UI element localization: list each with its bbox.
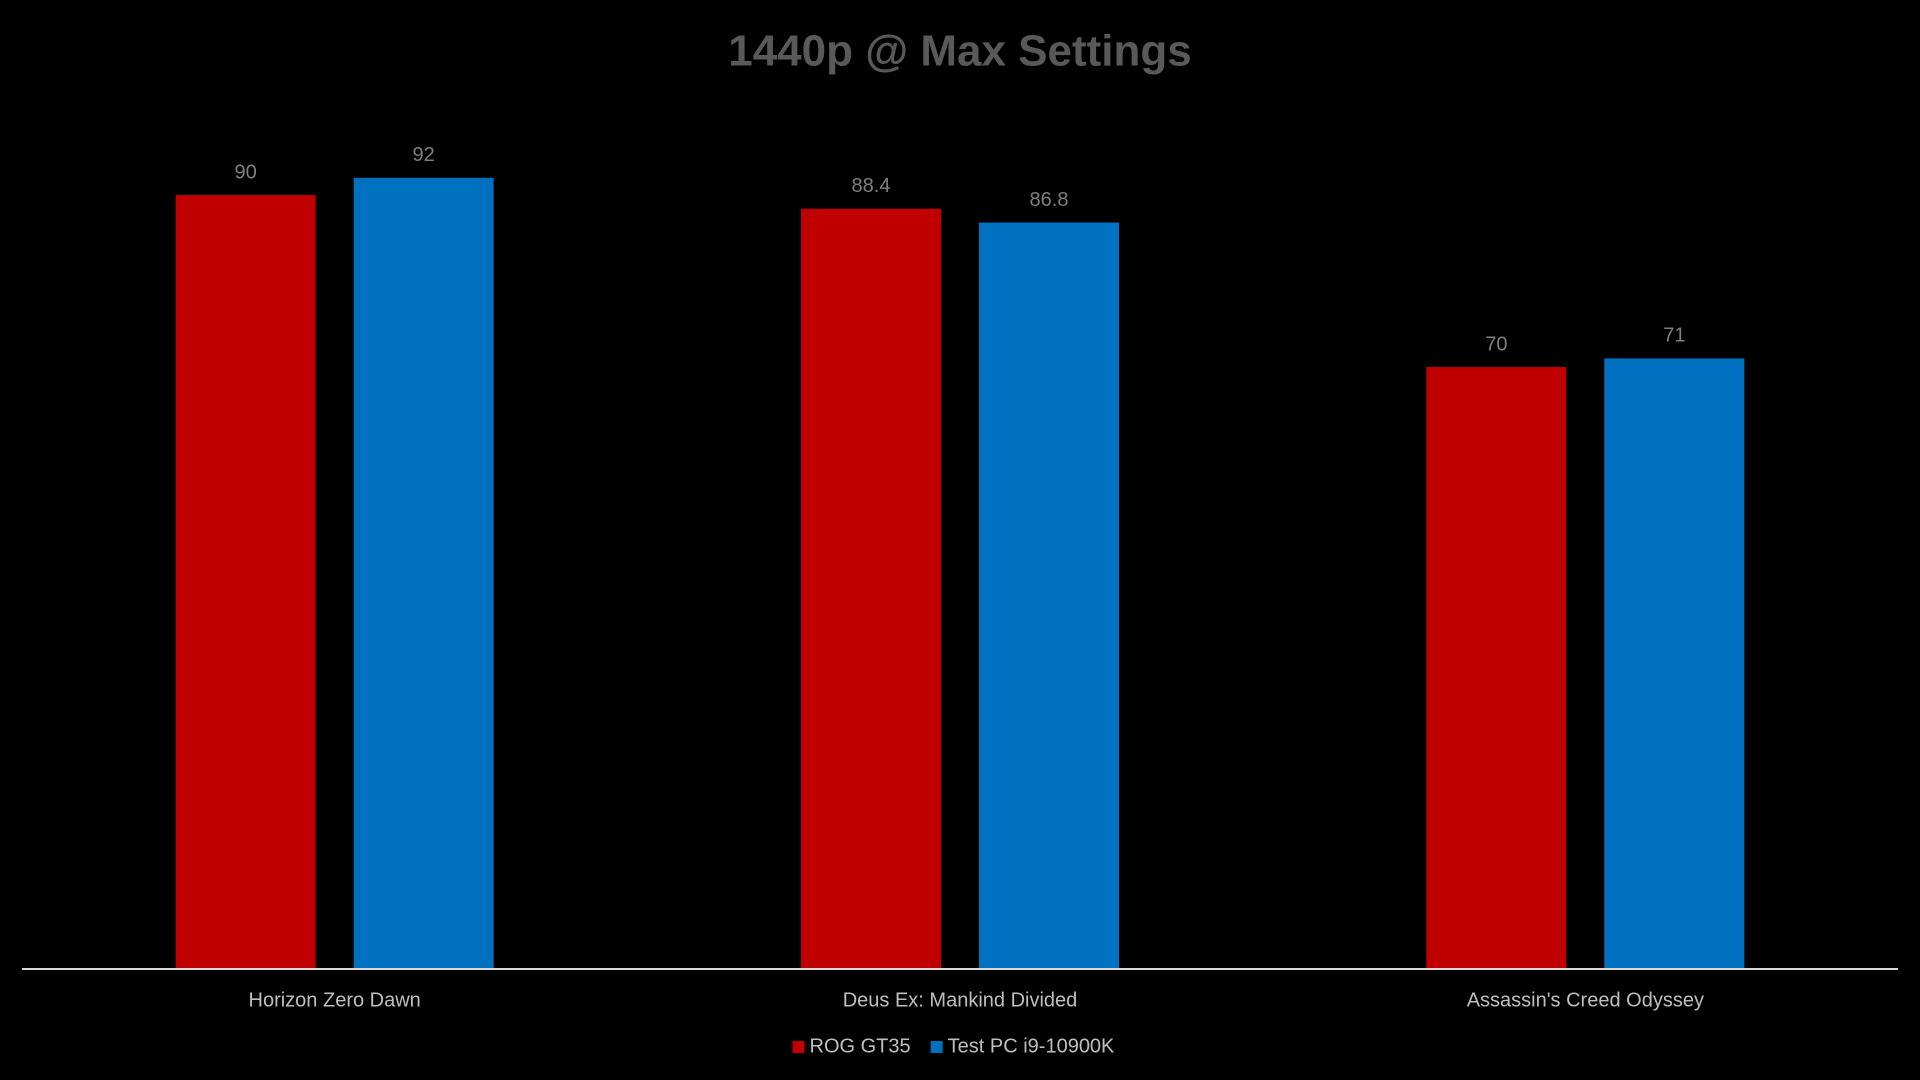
chart-title: 1440p @ Max Settings xyxy=(728,27,1192,76)
legend-swatch xyxy=(792,1041,805,1053)
bar xyxy=(979,222,1119,969)
data-label: 86.8 xyxy=(1030,189,1069,211)
legend-label: ROG GT35 xyxy=(810,1035,911,1057)
x-tick-label: Assassin's Creed Odyssey xyxy=(1467,989,1704,1011)
x-tick-label: Horizon Zero Dawn xyxy=(249,989,421,1011)
x-tick-label: Deus Ex: Mankind Divided xyxy=(843,989,1078,1011)
bar xyxy=(801,208,941,969)
data-label: 71 xyxy=(1663,325,1685,347)
data-label: 92 xyxy=(413,144,435,166)
data-label: 88.4 xyxy=(852,175,891,197)
legend-label: Test PC i9-10900K xyxy=(948,1035,1115,1057)
bar xyxy=(1426,367,1567,969)
data-label: 90 xyxy=(235,161,257,183)
legend-swatch xyxy=(930,1041,943,1053)
bar xyxy=(1604,358,1745,969)
bar xyxy=(175,195,316,969)
data-label: 70 xyxy=(1485,333,1507,355)
bar xyxy=(353,177,494,970)
